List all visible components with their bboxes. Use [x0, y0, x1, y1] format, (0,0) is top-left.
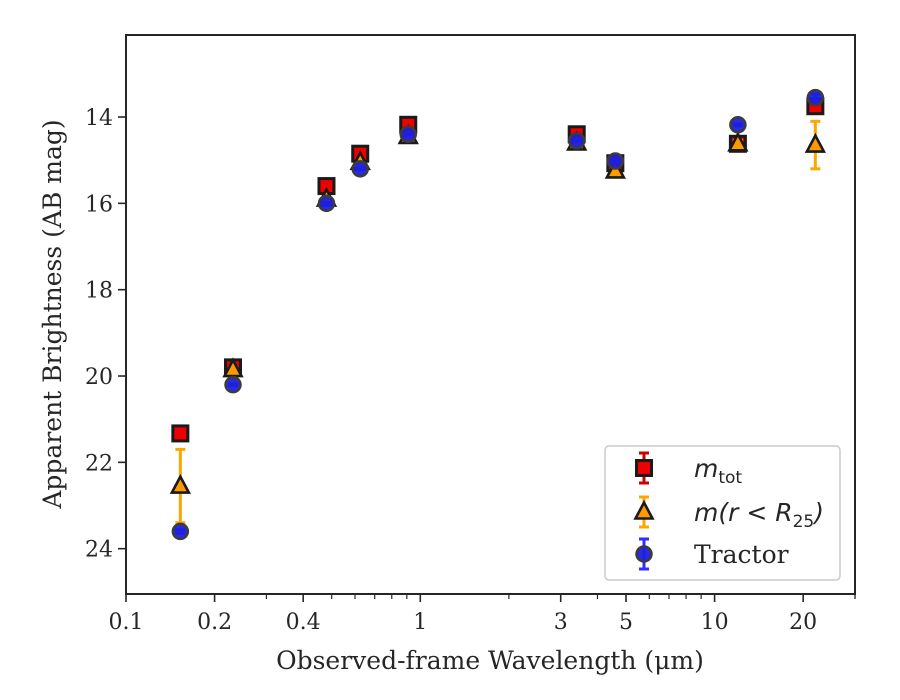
point-triangle — [727, 131, 749, 152]
x-tick-label: 0.2 — [197, 610, 232, 635]
series-circle — [171, 88, 825, 541]
legend-label-mtot-base: m — [694, 454, 718, 483]
point-circle — [806, 88, 825, 107]
x-tick-label: 1 — [413, 610, 427, 635]
legend-label-r25: m(r < R25) — [694, 498, 824, 532]
point-triangle — [169, 473, 192, 494]
y-axis-label: Apparent Brightness (AB mag) — [38, 119, 67, 509]
legend-key-triangle — [633, 499, 655, 520]
point-circle — [729, 116, 747, 134]
y-tick-label: 24 — [85, 538, 113, 563]
point-circle — [224, 375, 242, 394]
legend-label-mtot: mtot — [694, 454, 742, 488]
legend-frame — [604, 445, 841, 581]
point-square — [171, 424, 190, 443]
legend-key-square — [635, 459, 653, 477]
x-tick-label: 0.1 — [109, 610, 144, 635]
x-tick-label: 20 — [789, 610, 817, 635]
point-circle — [351, 160, 369, 178]
chart-axes: 0.1 0.2 0.4 1 3 5 10 20 14 16 18 20 22 24 — [85, 106, 856, 635]
point-circle — [171, 522, 190, 541]
legend-label-r25-end: ) — [812, 498, 824, 527]
legend-label-mtot-sub: tot — [718, 468, 742, 488]
legend-label-tractor: Tractor — [694, 540, 789, 569]
y-tick-label: 14 — [85, 106, 113, 131]
point-circle — [399, 125, 417, 144]
point-circle — [317, 194, 336, 213]
x-tick-label: 5 — [619, 610, 633, 635]
y-tick-label: 16 — [85, 192, 113, 217]
legend-key-circle — [635, 545, 653, 563]
y-tick-label: 18 — [85, 279, 113, 304]
chart-marks — [169, 88, 827, 541]
point-circle — [606, 152, 625, 170]
point-circle — [567, 132, 586, 150]
legend-label-r25-sub: 25 — [793, 512, 815, 532]
y-tick-label: 20 — [85, 365, 113, 390]
x-tick-label: 10 — [701, 610, 729, 635]
x-tick-label: 3 — [554, 610, 568, 635]
x-tick-label: 0.4 — [286, 610, 321, 635]
y-tick-label: 22 — [85, 451, 113, 476]
point-triangle — [804, 132, 827, 153]
legend-label-r25-base: m(r < R — [694, 498, 793, 527]
legend: mtot m(r < R25) Tractor — [604, 445, 841, 581]
x-axis-label: Observed-frame Wavelength (μm) — [276, 646, 704, 675]
legend-keys — [633, 451, 655, 571]
